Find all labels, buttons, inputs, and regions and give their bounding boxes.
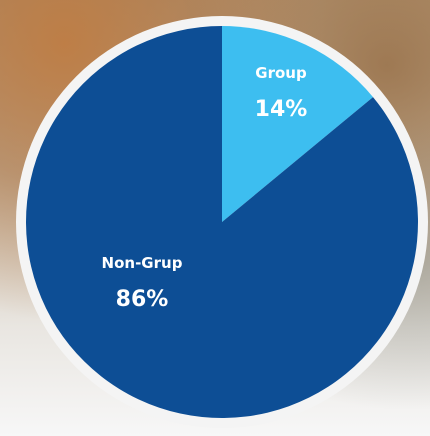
slice-label: Group: [255, 64, 307, 82]
pie-slice: [222, 26, 374, 222]
pie-slice: [26, 26, 419, 418]
slice-value-label: 14%: [255, 97, 308, 122]
slice-value-label: 86%: [116, 287, 169, 312]
slice-label: Non-Grup: [102, 254, 183, 272]
